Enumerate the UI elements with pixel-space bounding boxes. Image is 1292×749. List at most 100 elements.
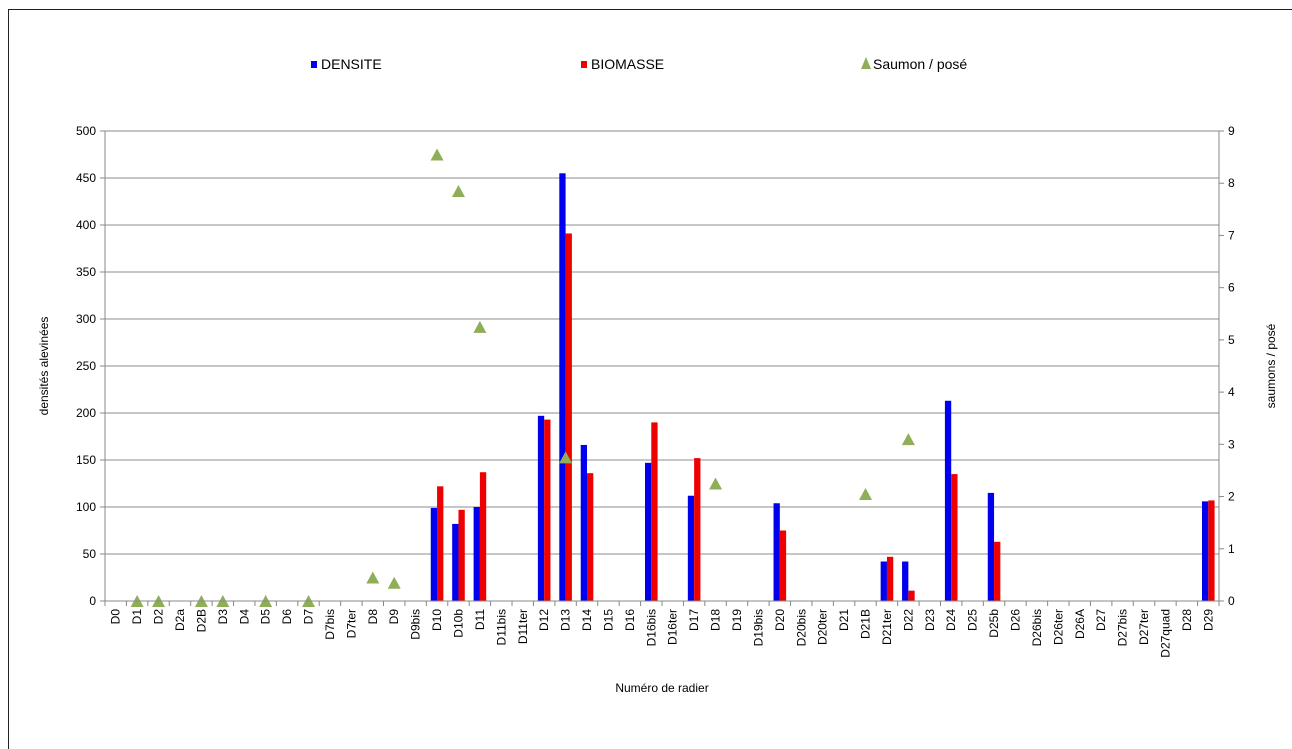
saumon-point [473, 320, 487, 333]
legend-swatch-biomasse [581, 61, 587, 68]
x-tick-label: D5 [259, 609, 273, 625]
x-tick-label: D26bis [1030, 609, 1044, 646]
bar-biomasse [479, 472, 487, 601]
x-tick-label: D25 [966, 609, 980, 631]
saumon-point [366, 571, 380, 584]
legend: DENSITE BIOMASSE Saumon / posé [311, 56, 967, 72]
bar-densite [1201, 501, 1209, 601]
y2-tick-label: 9 [1228, 124, 1235, 138]
bar-densite [559, 173, 566, 602]
bar-densite [430, 507, 438, 601]
legend-marker-saumon [861, 57, 871, 69]
bar-densite [987, 492, 995, 601]
x-tick-label: D22 [901, 609, 915, 631]
y2-axis-title: saumons / posé [1264, 323, 1278, 408]
y2-tick-label: 3 [1228, 437, 1235, 451]
x-tick-label: D7 [302, 609, 316, 625]
x-tick-label: D11 [473, 609, 487, 630]
y-tick-label: 450 [76, 171, 96, 185]
x-tick-label: D12 [537, 609, 551, 631]
x-tick-label: D3 [216, 609, 230, 625]
x-tick-label: D25b [987, 609, 1001, 638]
x-tick-label: D20 [773, 609, 787, 631]
y-tick-label: 100 [76, 500, 96, 514]
x-tick-label: D9 [387, 609, 401, 625]
y-axis-title: densités alevinées [37, 317, 51, 416]
x-tick-label: D27ter [1137, 609, 1151, 645]
x-axis-title: Numéro de radier [615, 681, 708, 695]
x-tick-label: D18 [709, 609, 723, 631]
bar-biomasse [437, 486, 444, 601]
x-tick-label: D11bis [494, 609, 508, 645]
x-tick-label: D19bis [751, 609, 765, 646]
bar-biomasse [951, 474, 958, 601]
bar-densite [644, 462, 652, 601]
x-tick-label: D21 [837, 609, 851, 631]
saumon-point [859, 487, 873, 500]
bar-densite [773, 503, 780, 601]
saumon-point [451, 185, 465, 198]
bar-biomasse [779, 530, 787, 601]
x-tick-label: D26 [1008, 609, 1022, 631]
x-tick-label: D29 [1201, 609, 1215, 631]
x-tick-label: D28 [1180, 609, 1194, 631]
y2-tick-label: 5 [1228, 333, 1235, 347]
x-tick-label: D7bis [323, 609, 337, 640]
x-tick-label: D16bis [644, 609, 658, 646]
x-tick-label: D20ter [816, 609, 830, 645]
bar-biomasse [565, 233, 572, 601]
y2-tick-label: 6 [1228, 281, 1235, 295]
x-tick-label: D0 [109, 609, 123, 625]
x-tick-label: D17 [687, 609, 701, 631]
x-tick-label: D9bis [409, 609, 423, 640]
scatter-marks [130, 148, 915, 607]
chart-frame [8, 9, 1292, 749]
x-tick-label: D19 [730, 609, 744, 631]
bar-biomasse [694, 458, 701, 601]
x-tick-label: D2a [173, 609, 187, 631]
y-tick-label: 150 [76, 453, 96, 467]
x-tick-label: D15 [601, 609, 615, 631]
y-tick-label: 400 [76, 218, 96, 232]
bar-biomasse [994, 541, 1001, 601]
bar-densite [452, 523, 459, 601]
x-tick-label: D13 [559, 609, 573, 631]
axes [100, 130, 1224, 606]
x-tick-label: D11ter [516, 609, 530, 644]
saumon-point [430, 148, 444, 161]
bar-biomasse [544, 419, 551, 601]
legend-label-biomasse: BIOMASSE [591, 56, 664, 72]
y-tick-label: 50 [83, 547, 97, 561]
bar-densite [880, 561, 887, 601]
y-tick-label: 200 [76, 406, 96, 420]
bar-densite [902, 561, 909, 601]
bar-biomasse [886, 556, 894, 601]
y2-tick-label: 2 [1228, 490, 1235, 504]
x-tick-label: D6 [280, 609, 294, 625]
x-tick-label: D8 [366, 609, 380, 625]
y2-tick-label: 4 [1228, 385, 1235, 399]
saumon-point [901, 433, 915, 446]
bar-biomasse [1208, 500, 1215, 601]
y2-tick-label: 8 [1228, 176, 1235, 190]
legend-label-saumon: Saumon / posé [873, 56, 967, 72]
tick-labels: 0 50 100 150 200 250 300 350 400 450 500 0 1 2 3 4 5 6 7 8 9… [76, 124, 1235, 658]
y-tick-label: 250 [76, 359, 96, 373]
y2-tick-label: 7 [1228, 228, 1235, 242]
x-tick-label: D16ter [666, 609, 680, 645]
legend-label-densite: DENSITE [321, 56, 382, 72]
x-tick-label: D24 [944, 609, 958, 631]
x-tick-label: D2 [152, 609, 166, 625]
x-tick-label: D2B [194, 609, 208, 632]
y2-tick-label: 1 [1228, 542, 1235, 556]
gridlines [105, 177, 1219, 555]
x-tick-label: D10b [451, 609, 465, 638]
bar-biomasse [458, 509, 465, 601]
bar-densite [687, 495, 695, 601]
x-tick-label: D7ter [344, 609, 358, 638]
x-tick-label: D10 [430, 609, 444, 631]
x-tick-label: D27bis [1116, 609, 1130, 646]
x-tick-label: D27 [1094, 609, 1108, 631]
x-tick-label: D20bis [794, 609, 808, 646]
